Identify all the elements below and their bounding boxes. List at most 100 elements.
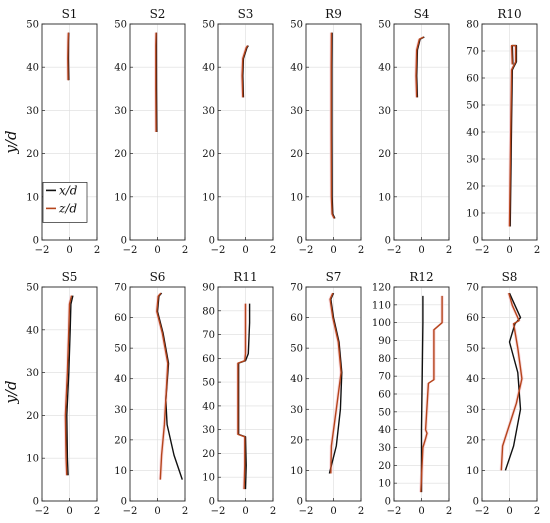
x-tick-label: 0	[330, 245, 336, 256]
series-line-z	[241, 45, 249, 98]
y-tick-label: 70	[466, 47, 479, 58]
y-tick-label: 30	[202, 425, 215, 436]
y-tick-label: 50	[202, 20, 215, 31]
y-tick-label: 60	[202, 354, 215, 365]
y-tick-label: 80	[202, 306, 215, 317]
legend-box	[42, 182, 88, 223]
y-tick-label: 20	[290, 435, 303, 446]
panel-title: S8	[502, 270, 518, 284]
y-tick-label: 120	[372, 283, 391, 294]
x-tick-label: −2	[35, 506, 50, 517]
y-tick-label: 50	[290, 20, 303, 31]
series-line-z	[237, 303, 247, 490]
y-tick-label: 70	[290, 283, 303, 294]
series-line-z	[67, 32, 70, 81]
y-tick-label: 80	[378, 354, 391, 365]
y-tick-label: 60	[290, 313, 303, 324]
x-tick-label: 0	[242, 506, 248, 517]
legend-label-x: x/d	[59, 183, 78, 197]
x-tick-label: 2	[446, 506, 452, 517]
y-tick-label: 100	[372, 318, 391, 329]
series-line-x	[504, 292, 522, 471]
y-tick-label: 0	[297, 497, 303, 508]
y-tick-label: 50	[466, 101, 479, 112]
y-tick-label: 30	[378, 106, 391, 117]
y-tick-label: 10	[114, 466, 127, 477]
y-tick-label: 80	[466, 20, 479, 31]
y-tick-label: 40	[378, 425, 391, 436]
y-tick-label: 10	[290, 466, 303, 477]
y-axis-label-bottom: y/d	[2, 380, 20, 404]
y-tick-label: 30	[202, 106, 215, 117]
x-tick-label: −2	[299, 245, 314, 256]
y-tick-label: 30	[466, 405, 479, 416]
y-tick-label: 30	[26, 106, 39, 117]
y-tick-label: 10	[466, 209, 479, 220]
series-line-z	[156, 292, 169, 480]
y-tick-label: 50	[202, 378, 215, 389]
y-tick-label: 50	[466, 344, 479, 355]
x-tick-label: 2	[270, 506, 276, 517]
y-tick-label: 0	[297, 236, 303, 247]
panel-title: R9	[325, 7, 342, 21]
y-tick-label: 30	[466, 155, 479, 166]
y-tick-label: 60	[466, 313, 479, 324]
y-tick-label: 10	[378, 479, 391, 490]
x-tick-label: −2	[211, 506, 226, 517]
x-tick-label: 0	[506, 506, 512, 517]
y-tick-label: 110	[372, 300, 391, 311]
y-tick-label: 10	[202, 473, 215, 484]
y-tick-label: 0	[473, 236, 479, 247]
y-tick-label: 0	[209, 497, 215, 508]
panel-title: R10	[497, 7, 521, 21]
y-tick-label: 50	[378, 407, 391, 418]
y-tick-label: 50	[290, 344, 303, 355]
series-line-z	[508, 44, 517, 227]
y-tick-label: 60	[378, 390, 391, 401]
x-tick-label: −2	[387, 506, 402, 517]
y-tick-label: 40	[466, 128, 479, 139]
y-tick-label: 50	[114, 344, 127, 355]
y-tick-label: 0	[33, 236, 39, 247]
y-tick-label: 20	[202, 149, 215, 160]
y-tick-label: 20	[26, 411, 39, 422]
series-line-z	[420, 295, 443, 493]
x-tick-label: −2	[475, 506, 490, 517]
y-tick-label: 40	[26, 325, 39, 336]
y-tick-label: 40	[202, 401, 215, 412]
x-tick-label: 0	[330, 506, 336, 517]
uncertainty-band	[419, 295, 444, 493]
y-tick-label: 40	[26, 63, 39, 74]
x-tick-label: −2	[211, 245, 226, 256]
series-line-x	[420, 295, 424, 493]
y-tick-label: 10	[26, 454, 39, 465]
y-tick-label: 0	[385, 236, 391, 247]
y-tick-label: 30	[114, 405, 127, 416]
series-line-z	[329, 292, 342, 474]
panel-title: S7	[326, 270, 342, 284]
x-tick-label: 2	[270, 245, 276, 256]
x-tick-label: 2	[534, 245, 540, 256]
x-tick-label: −2	[123, 245, 138, 256]
y-axis-label-top: y/d	[2, 130, 20, 154]
series-line-z	[330, 32, 335, 219]
series-line-z	[500, 292, 523, 471]
series-line-z	[415, 36, 424, 98]
x-tick-label: 2	[358, 245, 364, 256]
x-tick-label: 2	[446, 245, 452, 256]
y-tick-label: 50	[26, 20, 39, 31]
y-tick-label: 70	[202, 330, 215, 341]
y-tick-label: 30	[26, 368, 39, 379]
x-tick-label: −2	[299, 506, 314, 517]
panel-title: S2	[150, 7, 166, 21]
y-tick-label: 50	[114, 20, 127, 31]
y-tick-label: 30	[290, 106, 303, 117]
y-tick-label: 20	[290, 149, 303, 160]
x-tick-label: 2	[94, 245, 100, 256]
y-tick-label: 60	[466, 74, 479, 85]
y-tick-label: 0	[121, 236, 127, 247]
